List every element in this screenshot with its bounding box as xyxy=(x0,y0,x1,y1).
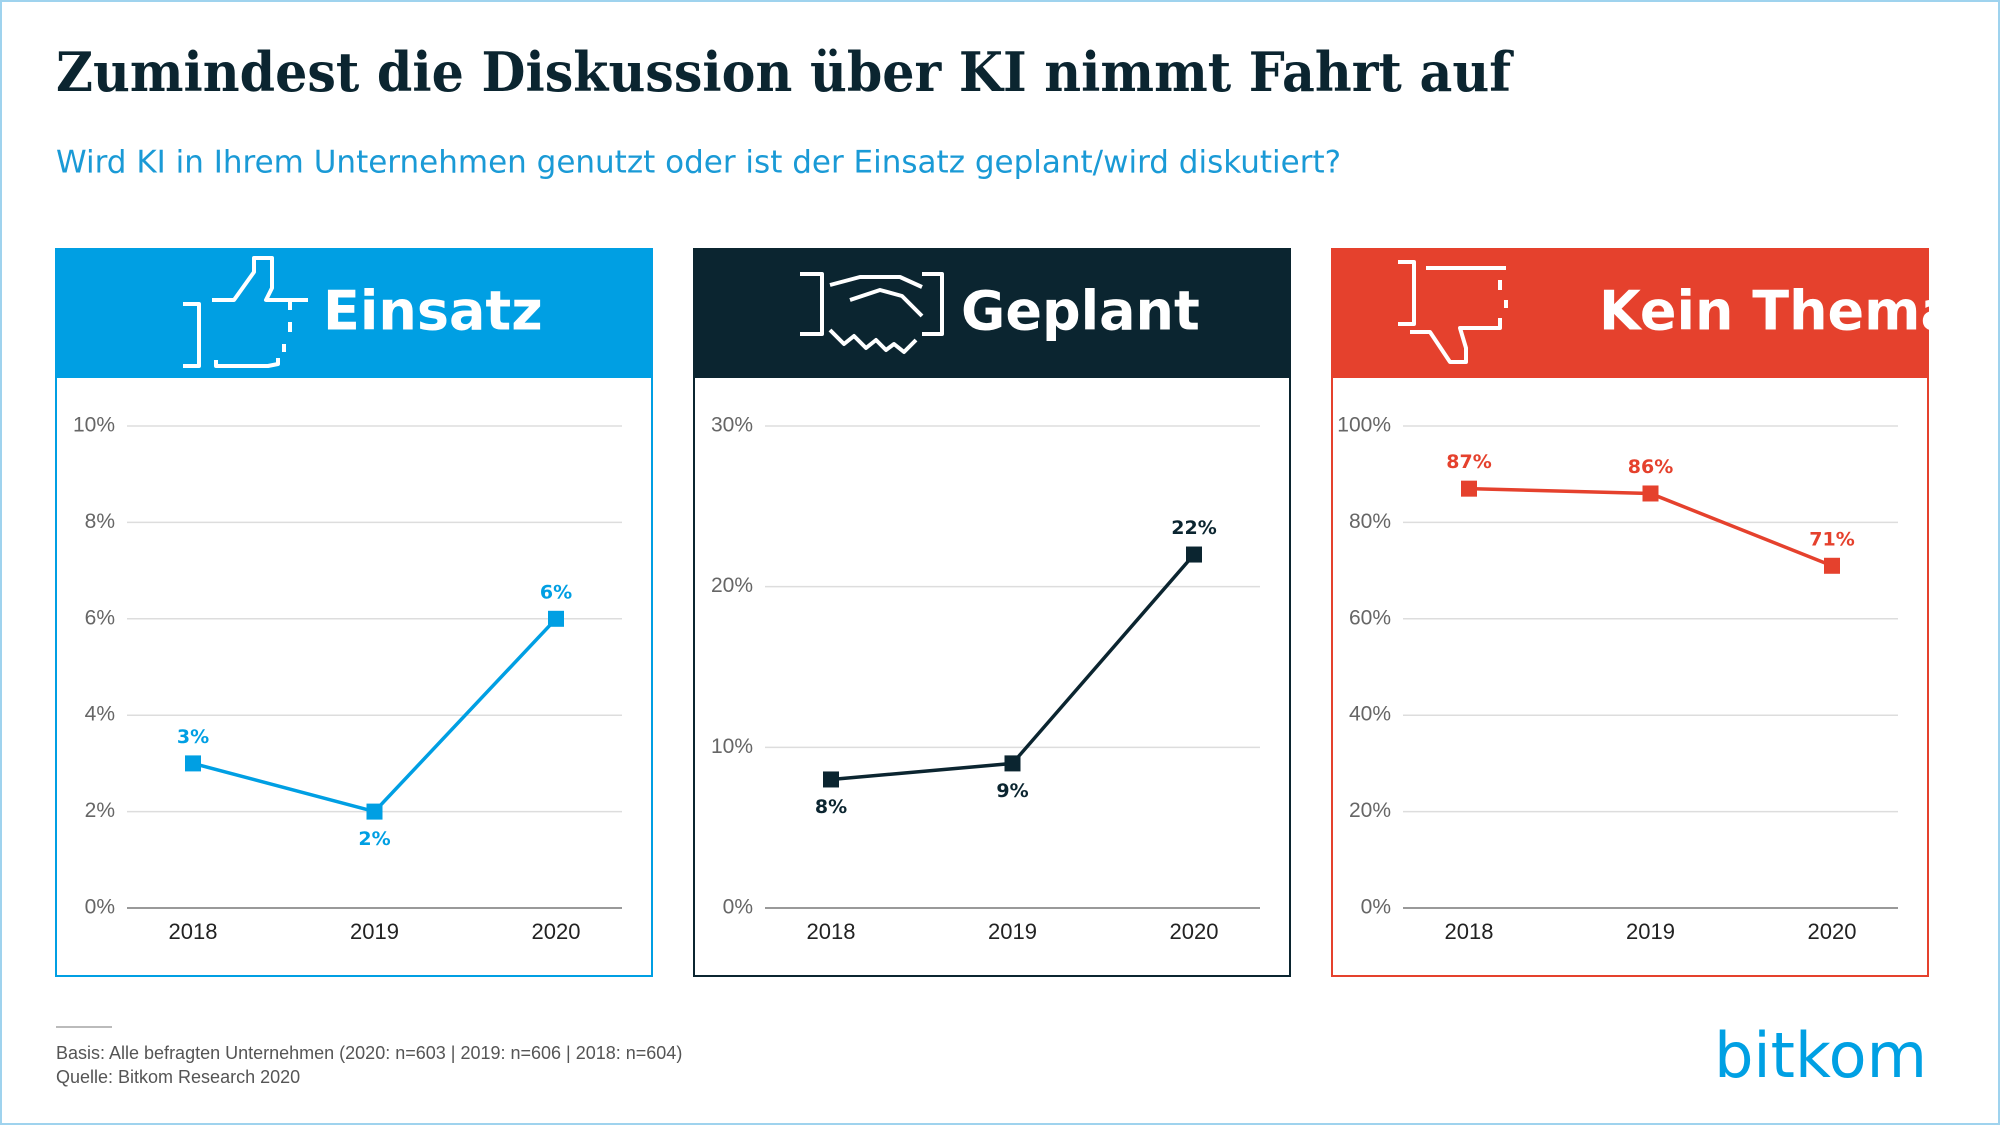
x-tick-label: 2020 xyxy=(1808,919,1857,944)
y-tick-label: 40% xyxy=(1349,703,1391,726)
y-tick-label: 10% xyxy=(711,735,753,758)
y-tick-label: 80% xyxy=(1349,510,1391,533)
x-tick-label: 2018 xyxy=(807,919,856,944)
y-tick-label: 60% xyxy=(1349,606,1391,629)
x-tick-label: 2020 xyxy=(1170,919,1219,944)
panel-title: Einsatz xyxy=(323,280,543,343)
y-tick-label: 100% xyxy=(1337,414,1391,437)
y-tick-label: 10% xyxy=(73,414,115,437)
panel-header xyxy=(694,249,1290,378)
value-label: 87% xyxy=(1446,451,1491,473)
panel-title: Geplant xyxy=(961,280,1200,343)
footnote: Basis: Alle befragten Unternehmen (2020:… xyxy=(56,1043,682,1063)
icon-thumb-down xyxy=(1398,260,1508,364)
marker xyxy=(1824,557,1840,574)
title: Zumindest die Diskussion über KI nimmt F… xyxy=(56,40,1515,104)
panel-header xyxy=(56,249,652,378)
y-tick-label: 2% xyxy=(85,799,115,822)
icon-thumb-up xyxy=(183,256,308,368)
y-tick-label: 4% xyxy=(85,703,115,726)
value-label: 8% xyxy=(815,796,847,818)
panel-title: Kein Thema xyxy=(1599,280,1957,343)
y-tick-label: 8% xyxy=(85,510,115,533)
marker xyxy=(548,610,564,627)
value-label: 86% xyxy=(1628,456,1673,478)
marker xyxy=(1186,546,1202,563)
y-tick-label: 0% xyxy=(85,896,115,919)
y-tick-label: 6% xyxy=(85,606,115,629)
marker xyxy=(823,771,839,788)
marker xyxy=(1004,755,1021,772)
y-tick-label: 0% xyxy=(1361,896,1391,919)
source: Quelle: Bitkom Research 2020 xyxy=(56,1067,300,1087)
y-tick-label: 30% xyxy=(711,414,753,437)
x-tick-label: 2018 xyxy=(169,919,218,944)
value-label: 71% xyxy=(1809,528,1854,550)
value-label: 9% xyxy=(996,780,1028,802)
value-label: 22% xyxy=(1171,517,1216,539)
y-tick-label: 0% xyxy=(723,896,753,919)
y-tick-label: 20% xyxy=(1349,799,1391,822)
x-tick-label: 2019 xyxy=(988,919,1037,944)
marker xyxy=(1461,480,1477,497)
subtitle: Wird KI in Ihrem Unternehmen genutzt ode… xyxy=(56,145,1341,181)
value-label: 3% xyxy=(177,726,209,748)
icons xyxy=(183,256,1508,368)
panel-header xyxy=(1332,249,1928,378)
value-label: 6% xyxy=(540,581,572,603)
value-label: 2% xyxy=(358,828,390,850)
marker xyxy=(185,755,201,772)
x-tick-label: 2020 xyxy=(532,919,581,944)
marker xyxy=(366,803,383,820)
logo: bitkom xyxy=(1714,1019,1927,1092)
x-tick-label: 2019 xyxy=(1626,919,1675,944)
icon-handshake xyxy=(800,272,944,354)
x-tick-label: 2019 xyxy=(350,919,399,944)
y-tick-label: 20% xyxy=(711,574,753,597)
x-tick-label: 2018 xyxy=(1445,919,1494,944)
marker xyxy=(1642,485,1659,502)
